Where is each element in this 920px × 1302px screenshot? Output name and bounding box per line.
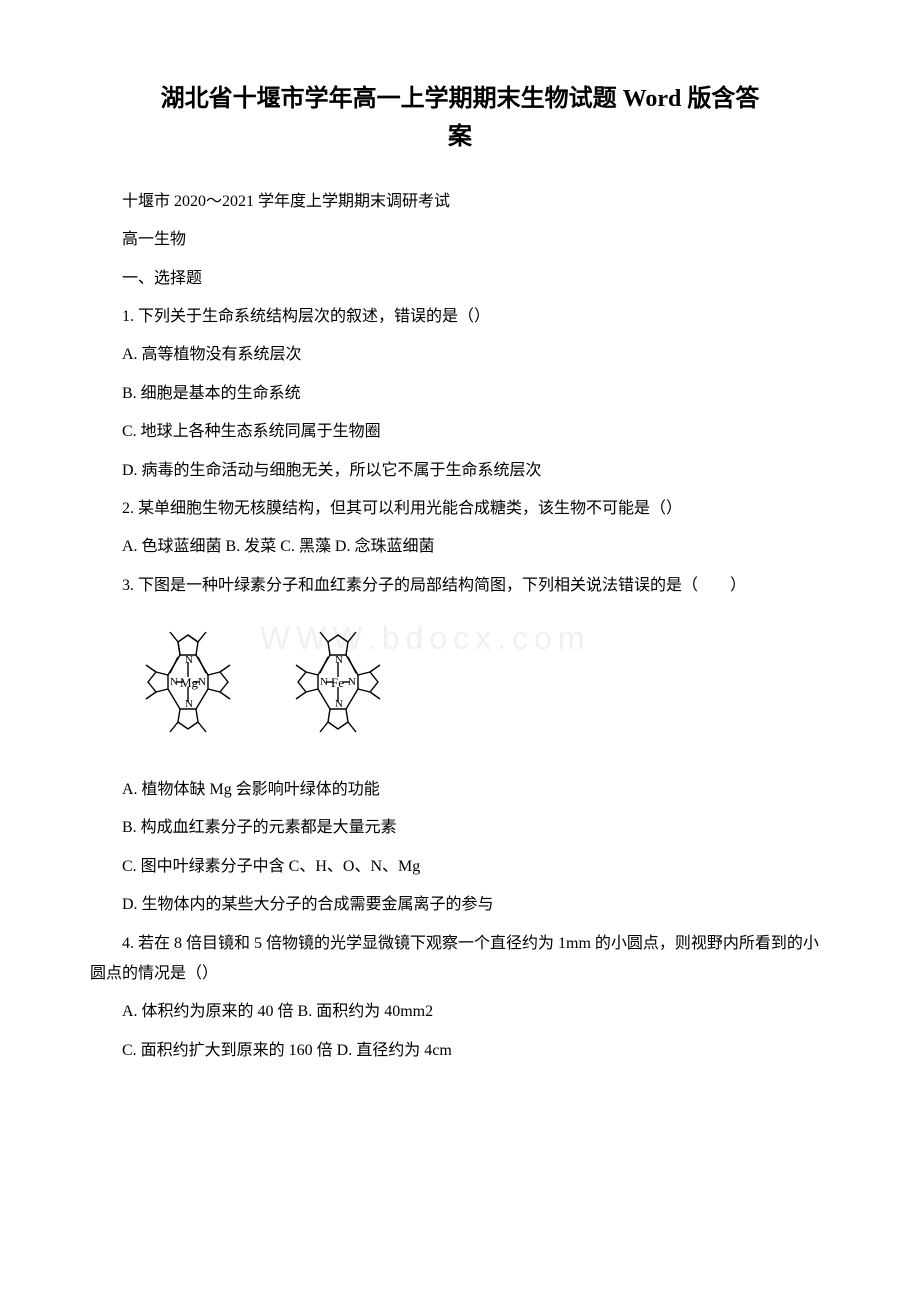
n-label: N (198, 676, 206, 688)
n-label: N (335, 654, 343, 666)
q1-option-a: A. 高等植物没有系统层次 (90, 340, 830, 370)
q4-options-ab: A. 体积约为原来的 40 倍 B. 面积约为 40mm2 (90, 997, 830, 1027)
q3-option-c: C. 图中叶绿素分子中含 C、H、O、N、Mg (90, 852, 830, 882)
chlorophyll-molecule-icon: N N N N Mg (128, 627, 248, 757)
subject-line: 高一生物 (90, 225, 830, 255)
n-label: N (335, 698, 343, 710)
n-label: N (348, 676, 356, 688)
q1-option-d: D. 病毒的生命活动与细胞无关，所以它不属于生命系统层次 (90, 456, 830, 486)
heme-molecule-icon: N N N N Fe (278, 627, 398, 757)
q1-stem: 1. 下列关于生命系统结构层次的叙述，错误的是（） (90, 302, 830, 332)
n-label: N (170, 676, 178, 688)
q4-stem: 4. 若在 8 倍目镜和 5 倍物镜的光学显微镜下观察一个直径约为 1mm 的小… (90, 929, 830, 990)
q2-options: A. 色球蓝细菌 B. 发菜 C. 黑藻 D. 念珠蓝细菌 (90, 532, 830, 562)
n-label: N (185, 654, 193, 666)
title-line-1: 湖北省十堰市学年高一上学期期末生物试题 Word 版含答 (90, 80, 830, 118)
q3-option-d: D. 生物体内的某些大分子的合成需要金属离子的参与 (90, 890, 830, 920)
n-label: N (320, 676, 328, 688)
exam-header: 十堰市 2020～2021 学年度上学期期末调研考试 (90, 187, 830, 217)
center-label-fe: Fe (331, 675, 344, 690)
section-heading: 一、选择题 (90, 264, 830, 294)
center-label-mg: Mg (180, 675, 199, 690)
molecule-row: N N N N Mg (128, 627, 398, 757)
q3-option-a: A. 植物体缺 Mg 会影响叶绿体的功能 (90, 775, 830, 805)
q3-option-b: B. 构成血红素分子的元素都是大量元素 (90, 813, 830, 843)
q2-stem: 2. 某单细胞生物无核膜结构，但其可以利用光能合成糖类，该生物不可能是（） (90, 494, 830, 524)
document-title: 湖北省十堰市学年高一上学期期末生物试题 Word 版含答 案 (90, 80, 830, 157)
q1-option-c: C. 地球上各种生态系统同属于生物圈 (90, 417, 830, 447)
molecule-diagram: N N N N Mg (122, 621, 404, 763)
q4-options-cd: C. 面积约扩大到原来的 160 倍 D. 直径约为 4cm (90, 1036, 830, 1066)
n-label: N (185, 698, 193, 710)
q1-option-b: B. 细胞是基本的生命系统 (90, 379, 830, 409)
title-line-2: 案 (90, 118, 830, 156)
q3-stem: 3. 下图是一种叶绿素分子和血红素分子的局部结构简图，下列相关说法错误的是（ ） (90, 571, 830, 601)
